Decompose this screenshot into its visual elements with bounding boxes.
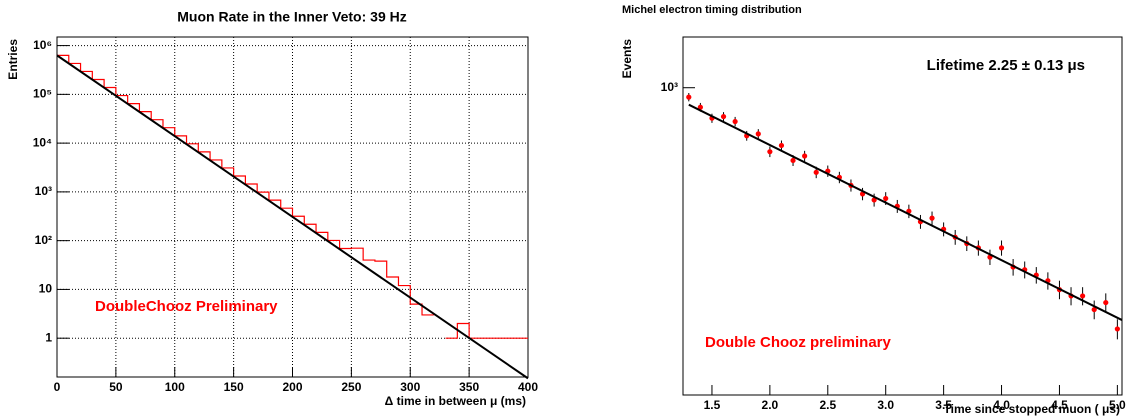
data-point — [755, 131, 761, 137]
y-tick-label: 10⁶ — [33, 38, 52, 52]
x-tick-label: 100 — [165, 380, 185, 394]
x-tick-label: 200 — [282, 380, 302, 394]
x-tick-label: 3.0 — [877, 398, 894, 412]
data-point — [871, 197, 877, 203]
data-point — [720, 113, 727, 120]
y-tick-label: 10³ — [661, 80, 678, 94]
annotation: Double Chooz preliminary — [705, 334, 892, 351]
x-tick-label: 50 — [109, 380, 123, 394]
x-tick-label: 400 — [518, 380, 538, 394]
data-point — [1103, 299, 1109, 306]
chart-title: Michel electron timing distribution — [622, 4, 802, 16]
x-tick-label: 0 — [54, 380, 61, 394]
data-point — [732, 118, 738, 125]
data-point — [1091, 306, 1097, 313]
data-point — [1114, 326, 1120, 332]
histogram-line — [57, 54, 434, 316]
data-point — [767, 149, 773, 155]
data-point — [813, 169, 819, 175]
data-point — [929, 215, 935, 221]
y-tick-label: 10 — [39, 282, 53, 296]
y-tick-label: 10² — [35, 233, 52, 247]
y-axis-label: Entries — [6, 39, 20, 80]
chart-title: Muon Rate in the Inner Veto: 39 Hz — [177, 9, 406, 25]
fit-line — [56, 54, 529, 380]
y-tick-label: 10⁴ — [33, 135, 52, 149]
x-tick-label: 2.5 — [819, 398, 836, 412]
data-point — [790, 157, 796, 164]
data-point — [998, 245, 1005, 251]
y-tick-label: 10⁵ — [33, 87, 52, 101]
x-tick-label: 350 — [459, 380, 479, 394]
x-tick-label: 250 — [341, 380, 361, 394]
x-tick-label: 4.0 — [993, 398, 1010, 412]
y-tick-label: 1 — [45, 330, 52, 344]
fit-line — [688, 103, 1123, 321]
y-axis-label: Events — [620, 39, 634, 79]
x-tick-label: 1.5 — [704, 398, 721, 412]
x-tick-label: 4.5 — [1051, 398, 1068, 412]
data-point — [697, 104, 703, 110]
x-axis-label: Time since stopped muon ( μs) — [944, 402, 1120, 416]
data-point — [686, 94, 692, 100]
data-point — [802, 153, 808, 159]
x-tick-label: 2.0 — [762, 398, 779, 412]
x-tick-label: 300 — [400, 380, 420, 394]
annotation: DoubleChooz Preliminary — [95, 298, 278, 315]
x-axis-label: Δ time in between μ (ms) — [385, 394, 526, 408]
fit-result: Lifetime 2.25 ± 0.13 μs — [927, 57, 1085, 74]
y-tick-label: 10³ — [35, 184, 52, 198]
data-point — [883, 195, 889, 202]
x-tick-label: 5.0 — [1109, 398, 1126, 412]
data-point — [1080, 293, 1086, 299]
x-tick-label: 3.5 — [935, 398, 952, 412]
plot-area — [682, 36, 1123, 396]
x-tick-label: 150 — [224, 380, 244, 394]
data-point — [778, 142, 785, 149]
